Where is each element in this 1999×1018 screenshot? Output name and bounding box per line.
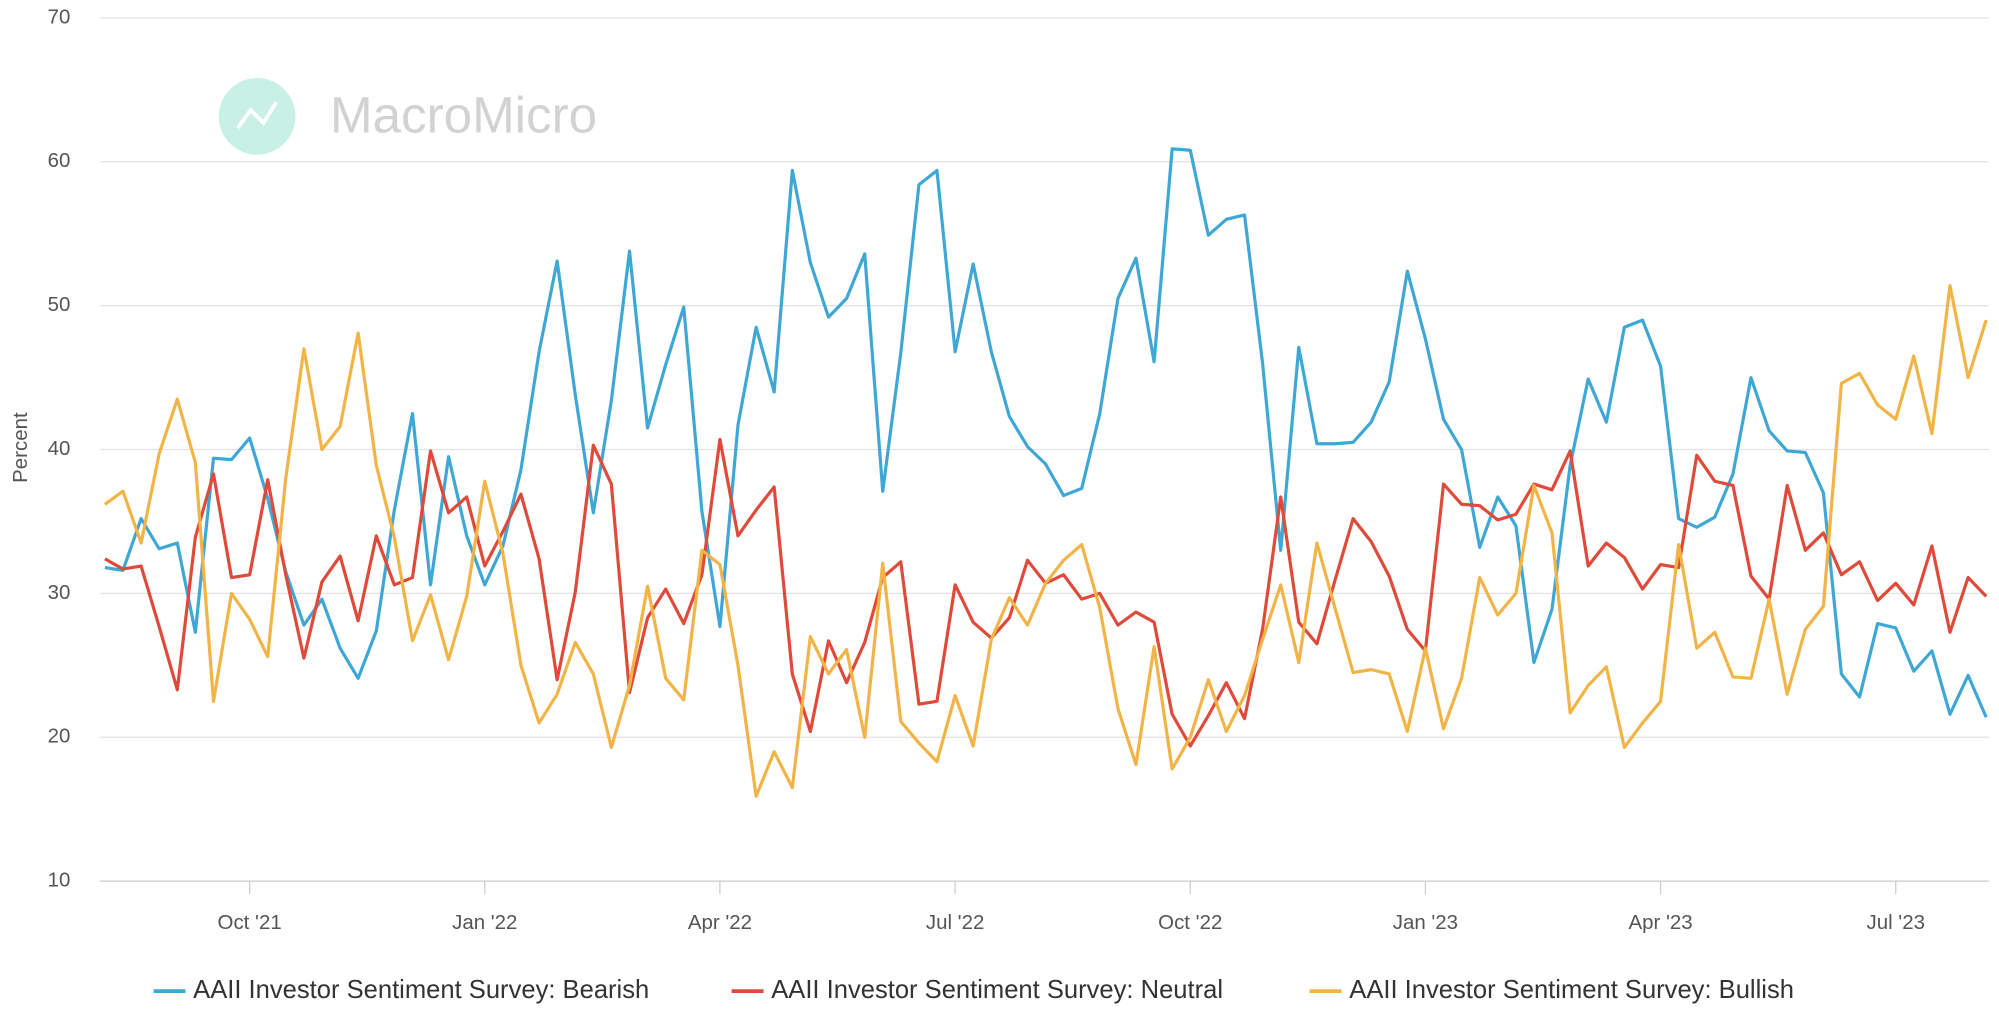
x-tick-label: Jan '23 (1393, 911, 1458, 934)
y-axis-label: Percent (9, 412, 32, 483)
series-line (103, 283, 1988, 798)
x-tick-label: Jul '22 (926, 911, 984, 934)
watermark-icon-line (236, 101, 278, 130)
y-tick-label: 30 (48, 581, 71, 604)
y-tick-label: 70 (48, 5, 71, 28)
y-tick-label: 40 (48, 437, 71, 460)
x-tick-label: Jan '22 (452, 911, 517, 934)
y-tick-label: 10 (48, 869, 71, 892)
x-tick-label: Apr '23 (1628, 911, 1692, 934)
y-tick-label: 20 (48, 725, 71, 748)
legend-label: AAII Investor Sentiment Survey: Bearish (193, 976, 649, 1004)
legend-label: AAII Investor Sentiment Survey: Bullish (1349, 976, 1794, 1004)
x-tick-label: Oct '22 (1158, 911, 1222, 934)
y-tick-label: 50 (48, 293, 71, 316)
x-tick-label: Apr '22 (688, 911, 752, 934)
series-line (104, 147, 1988, 718)
watermark: MacroMicro (330, 86, 597, 143)
legend-label: AAII Investor Sentiment Survey: Neutral (771, 976, 1223, 1004)
x-tick-label: Oct '21 (218, 911, 282, 934)
x-tick-label: Jul '23 (1866, 911, 1924, 934)
y-tick-label: 60 (48, 149, 71, 172)
series-line (104, 437, 1988, 748)
